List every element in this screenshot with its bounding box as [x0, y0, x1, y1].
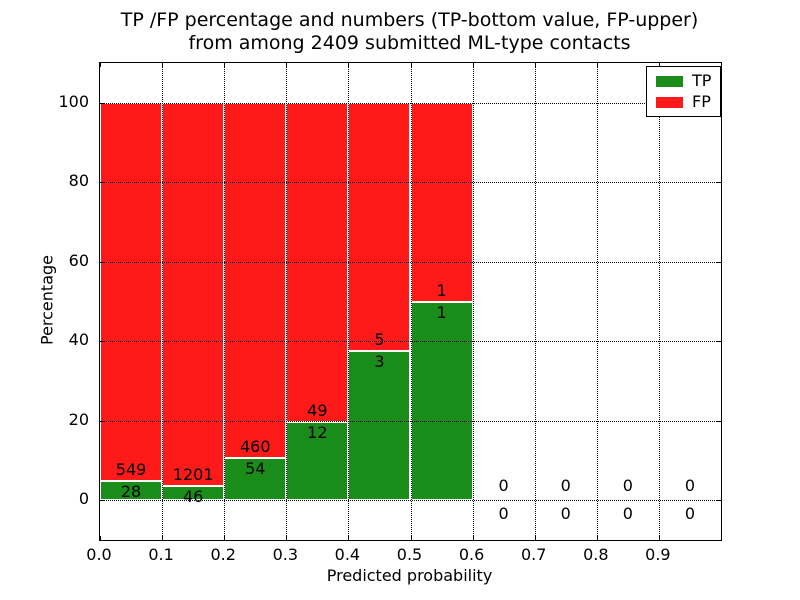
x-tick-bottom: [472, 536, 474, 540]
x-tick-label: 0.1: [148, 545, 174, 564]
gridline-vertical: [534, 63, 536, 540]
y-tick-right: [717, 261, 721, 263]
legend: TP FP: [646, 66, 722, 117]
x-tick-top: [534, 63, 536, 67]
fp-bar-segment: [410, 102, 473, 302]
fp-count-label: 0: [684, 476, 696, 496]
fp-count-label: 49: [307, 401, 328, 421]
x-tick-top: [224, 63, 226, 67]
gridline-vertical: [596, 63, 598, 540]
fp-count-label: 1: [436, 280, 447, 300]
tp-count-label: 54: [245, 459, 266, 479]
y-tick-label: 80: [68, 171, 89, 191]
tp-bar-segment: [348, 351, 411, 501]
legend-item: TP: [656, 73, 711, 89]
plot-area: 549 28 1201 46 460 54 49 12 5 3 1 1 0 0 0 0 0 0 0 0: [99, 62, 722, 541]
y-tick-label: 100: [58, 91, 89, 111]
y-tick-label: 40: [68, 330, 89, 350]
tp-count-label: 1: [436, 302, 447, 322]
y-tick-right: [717, 420, 721, 422]
x-tick-top: [100, 63, 101, 67]
tp-count-label: 0: [498, 504, 509, 524]
tp-count-label: 46: [182, 486, 204, 506]
y-tick-left: [100, 341, 104, 343]
chart-title-line2: from among 2409 submitted ML-type contac…: [188, 32, 631, 54]
legend-item-label: TP: [692, 71, 712, 90]
chart-title: TP /FP percentage and numbers (TP-bottom…: [99, 9, 720, 55]
x-tick-label: 0.8: [583, 545, 609, 564]
y-tick-left: [100, 420, 104, 422]
tp-count-label: 28: [120, 481, 142, 501]
y-tick-right: [717, 500, 721, 502]
fp-bar-segment: [100, 102, 163, 481]
legend-item: FP: [656, 94, 711, 110]
y-tick-left: [100, 261, 104, 263]
y-tick-left: [100, 102, 104, 104]
fp-bar-segment: [162, 102, 225, 486]
x-tick-top: [348, 63, 350, 67]
x-tick-bottom: [348, 536, 350, 540]
legend-item-label: FP: [692, 92, 711, 111]
fp-count-label: 5: [374, 330, 385, 350]
y-tick-left: [100, 500, 104, 502]
tp-count-label: 3: [374, 352, 385, 372]
x-tick-bottom: [100, 536, 101, 540]
gridline-vertical: [410, 63, 412, 540]
x-tick-label: 0.9: [645, 545, 671, 564]
x-tick-bottom: [410, 536, 412, 540]
tp-legend-swatch: [656, 75, 683, 87]
x-tick-top: [286, 63, 288, 67]
x-tick-top: [162, 63, 164, 67]
fp-count-label: 1201: [172, 464, 214, 484]
x-tick-top: [472, 63, 474, 67]
x-tick-bottom: [596, 536, 598, 540]
tp-count-label: 0: [684, 504, 696, 524]
gridline-vertical: [658, 63, 660, 540]
tp-bar-segment: [100, 480, 163, 501]
fp-bar-segment: [348, 102, 411, 352]
x-tick-bottom: [286, 536, 288, 540]
x-tick-label: 0.7: [520, 545, 547, 564]
x-tick-bottom: [534, 536, 536, 540]
fp-count-label: 0: [622, 476, 633, 496]
gridline-vertical: [286, 63, 288, 540]
gridline-vertical: [162, 63, 164, 540]
x-tick-label: 0.0: [86, 545, 112, 564]
tp-count-label: 0: [560, 504, 571, 524]
x-tick-bottom: [162, 536, 164, 540]
gridline-vertical: [348, 63, 350, 540]
fp-count-label: 549: [115, 459, 147, 479]
x-tick-label: 0.6: [458, 545, 485, 564]
fp-bar-segment: [224, 102, 287, 459]
x-tick-top: [410, 63, 412, 67]
x-tick-label: 0.3: [272, 545, 299, 564]
x-tick-label: 0.4: [334, 545, 361, 564]
tp-bar-segment: [410, 301, 473, 501]
y-tick-left: [100, 182, 104, 184]
fp-count-label: 460: [239, 437, 271, 457]
y-tick-label: 60: [68, 250, 89, 270]
fp-legend-swatch: [656, 96, 683, 108]
gridline-vertical: [224, 63, 226, 540]
chart-title-line1: TP /FP percentage and numbers (TP-bottom…: [120, 9, 699, 31]
y-tick-label: 20: [68, 409, 89, 429]
gridline-vertical: [472, 63, 474, 540]
x-tick-bottom: [658, 536, 660, 540]
tp-count-label: 0: [622, 504, 633, 524]
x-tick-bottom: [224, 536, 226, 540]
y-tick-right: [717, 341, 721, 343]
fp-count-label: 0: [560, 476, 571, 496]
x-tick-top: [658, 63, 660, 67]
tp-bar-segment: [286, 422, 349, 501]
x-tick-label: 0.5: [396, 545, 423, 564]
y-tick-label: 0: [78, 489, 89, 509]
x-axis-label: Predicted probability: [326, 566, 493, 585]
tp-count-label: 12: [307, 423, 328, 443]
y-tick-right: [717, 182, 721, 184]
x-tick-top: [596, 63, 598, 67]
fp-count-label: 0: [498, 476, 509, 496]
x-tick-label: 0.2: [210, 545, 236, 564]
